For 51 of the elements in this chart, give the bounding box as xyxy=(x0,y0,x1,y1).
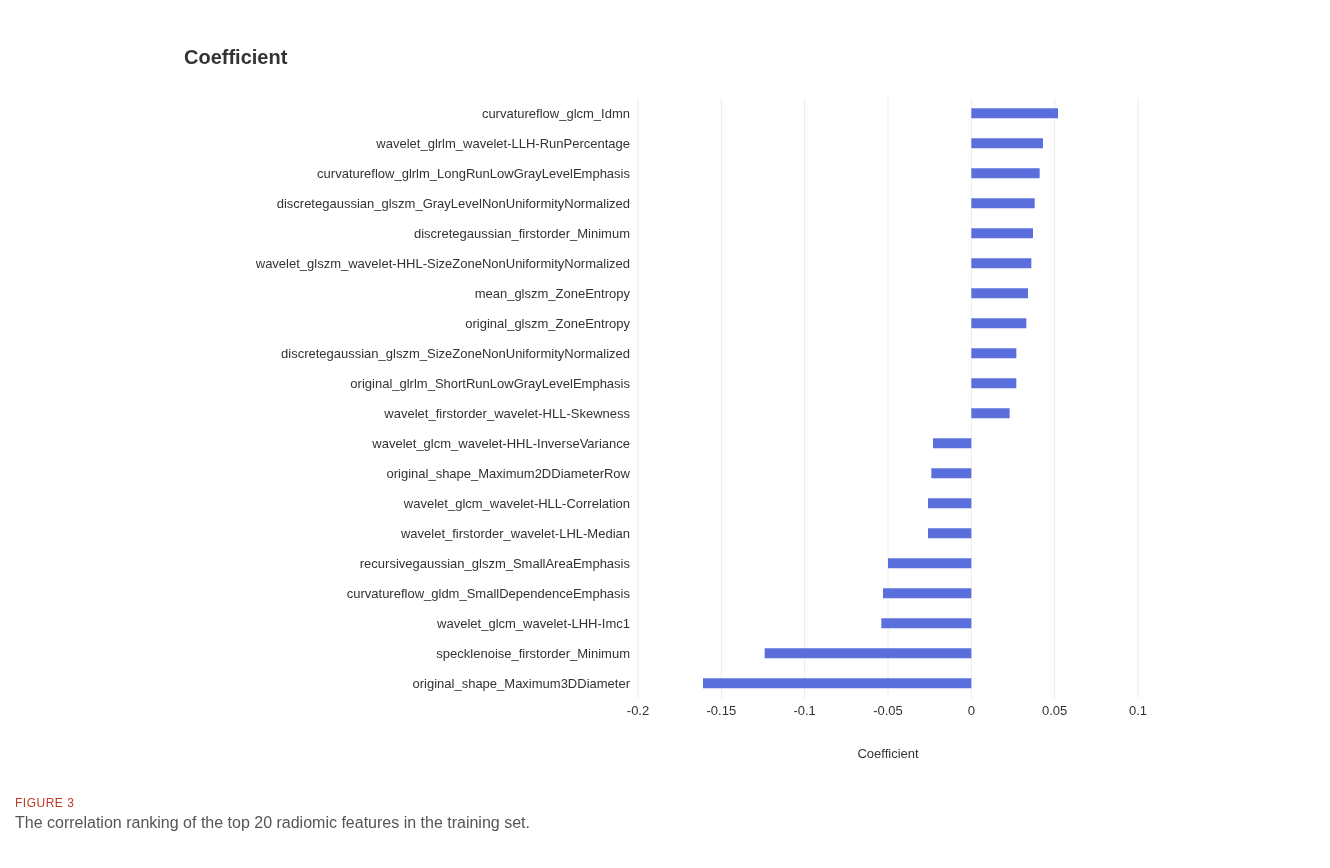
x-axis-title: Coefficient xyxy=(857,746,919,761)
y-tick-label: wavelet_glszm_wavelet-HHL-SizeZoneNonUniformityNormalized xyxy=(254,255,630,271)
y-tick-label: curvatureflow_glcm_Idmn xyxy=(481,105,630,121)
text: The correlation ranking of the top 20 radiomic features in the training set. xyxy=(15,814,530,832)
y-tick-label: mean_glszm_ZoneEntropy xyxy=(474,285,631,301)
bar xyxy=(971,408,1010,419)
y-tick-label: discretegaussian_glszm_GrayLevelNonUniformityNormalized xyxy=(276,195,630,211)
y-tick-label: wavelet_glcm_wavelet-HLL-Correlation xyxy=(402,495,630,511)
y-tick-label: original_shape_Maximum3DDiameter xyxy=(412,675,631,691)
bar xyxy=(971,348,1017,359)
y-tick-label: recursivegaussian_glszm_SmallAreaEmphasis xyxy=(359,555,631,571)
y-tick-label: curvatureflow_gldm_SmallDependenceEmphasis xyxy=(346,585,631,601)
x-tick-label: 0.1 xyxy=(1128,703,1148,719)
bar xyxy=(971,138,1043,149)
bar xyxy=(971,378,1017,389)
bar xyxy=(933,438,972,449)
bar xyxy=(971,288,1028,299)
bar xyxy=(881,618,972,629)
x-tick-label: -0.1 xyxy=(793,703,816,719)
x-tick-label: -0.2 xyxy=(626,703,650,719)
bar xyxy=(764,648,972,659)
y-tick-label: discretegaussian_glszm_SizeZoneNonUniformityNormalized xyxy=(281,345,630,361)
y-tick-label: curvatureflow_glrlm_LongRunLowGrayLevelEmphasis xyxy=(317,165,631,181)
y-tick-label: discretegaussian_firstorder_Minimum xyxy=(413,225,630,241)
bar xyxy=(928,498,972,509)
y-tick-label: wavelet_firstorder_wavelet-LHL-Median xyxy=(399,525,630,541)
x-tick-label: 0.05 xyxy=(1042,703,1068,719)
y-tick-label: wavelet_glrlm_wavelet-LLH-RunPercentage xyxy=(375,135,630,151)
bar xyxy=(928,528,972,539)
y-tick-label: original_shape_Maximum2DDiameterRow xyxy=(386,465,631,481)
bar xyxy=(971,228,1033,239)
y-tick-label: wavelet_glcm_wavelet-HHL-InverseVariance xyxy=(371,435,630,451)
y-tick-label: wavelet_glcm_wavelet-LHH-Imc1 xyxy=(436,615,630,631)
text: Coefficient xyxy=(184,46,288,69)
bar xyxy=(971,108,1058,119)
x-tick-label: -0.15 xyxy=(706,703,737,719)
y-tick-label: original_glrlm_ShortRunLowGrayLevelEmphasis xyxy=(350,375,631,391)
bar xyxy=(971,318,1027,329)
bar xyxy=(703,678,972,689)
x-tick-label: -0.05 xyxy=(873,703,903,719)
caption: FIGURE 3 xyxy=(15,796,75,810)
bar xyxy=(888,558,972,569)
y-tick-label: specklenoise_firstorder_Minimum xyxy=(436,645,630,661)
y-tick-label: original_glszm_ZoneEntropy xyxy=(465,315,631,331)
bar xyxy=(971,258,1032,269)
bar xyxy=(931,468,972,479)
bar xyxy=(971,168,1040,179)
y-tick-label: wavelet_firstorder_wavelet-HLL-Skewness xyxy=(383,405,631,421)
bar xyxy=(971,198,1035,209)
x-tick-label: 0 xyxy=(967,703,975,719)
bar xyxy=(883,588,972,599)
